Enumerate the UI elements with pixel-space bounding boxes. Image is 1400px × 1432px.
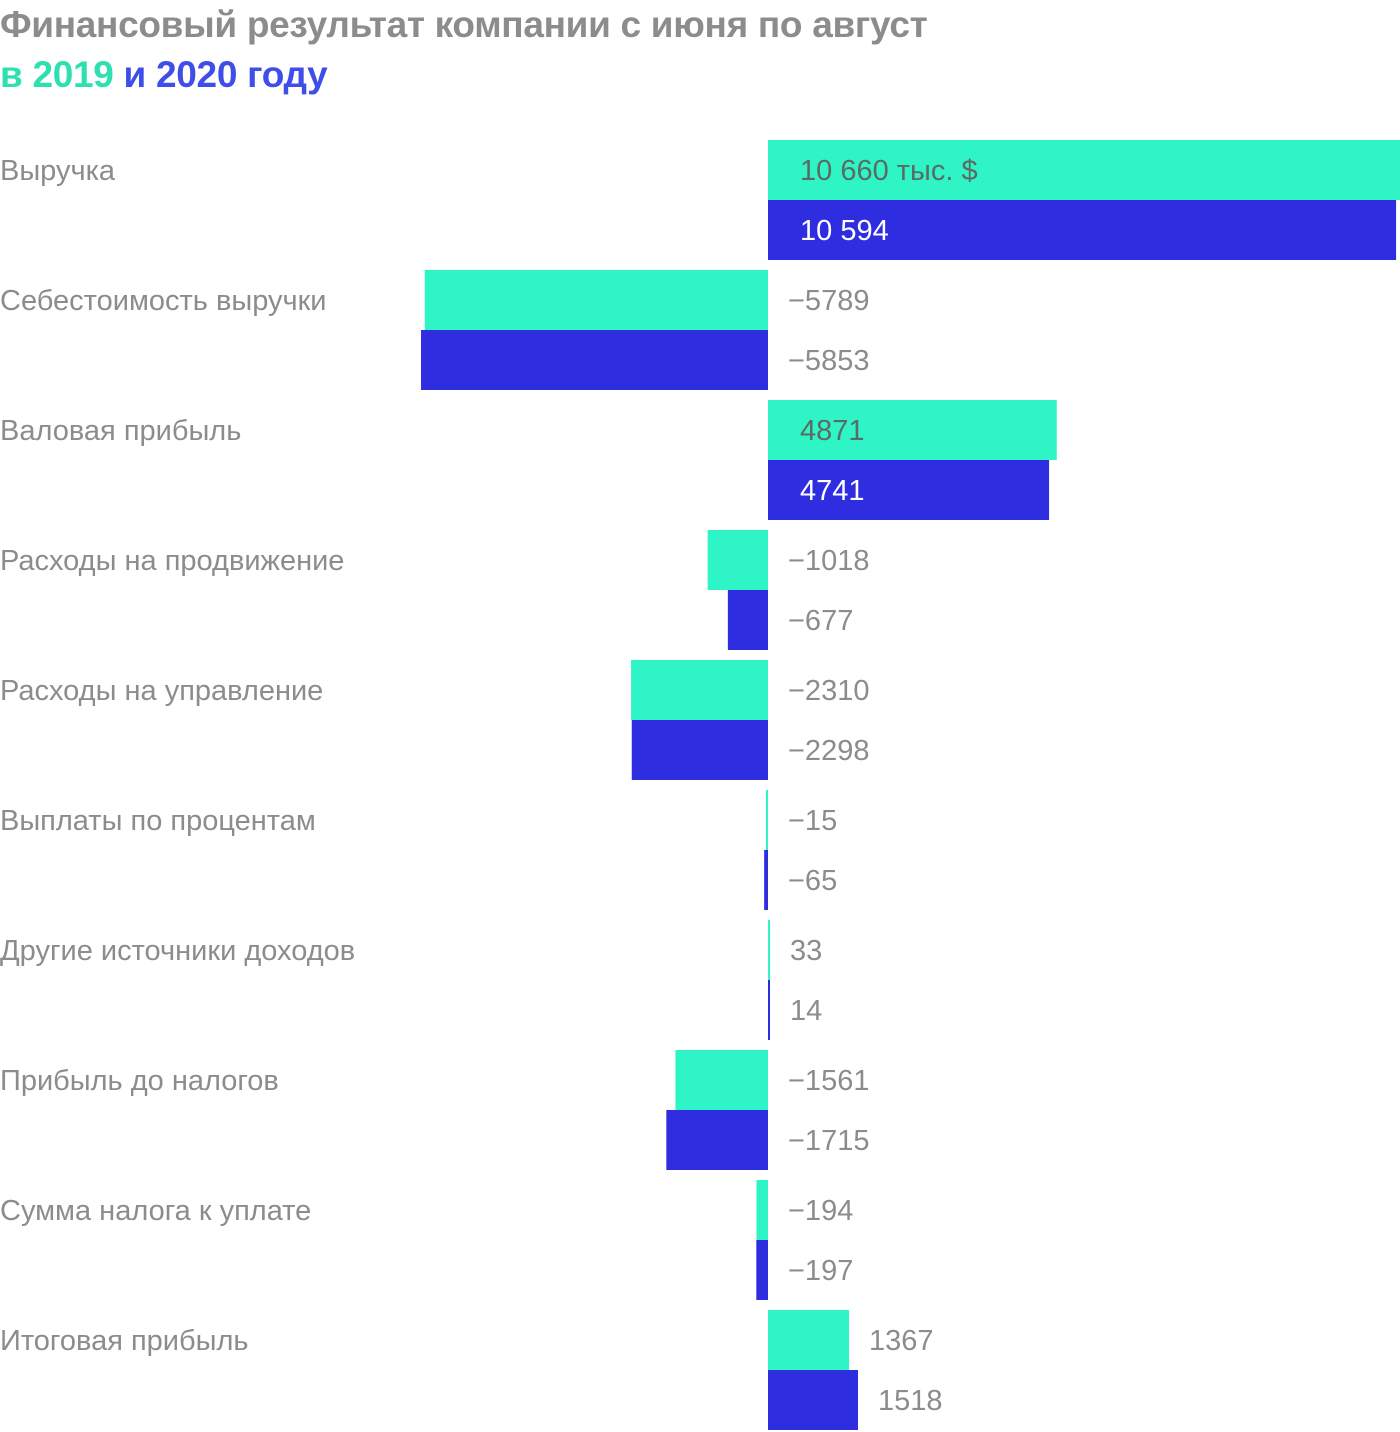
- bar-2019: [756, 1180, 768, 1240]
- category-label: Выручка: [0, 155, 116, 187]
- chart-title: Финансовый результат компании с июня по …: [0, 0, 928, 100]
- data-label-2019: −1018: [788, 545, 869, 577]
- data-label-2019: 4871: [800, 415, 865, 447]
- bar-2020: [727, 590, 768, 650]
- chart-title-line2: в 2019 и 2020 году: [0, 50, 927, 100]
- category-label: Итоговая прибыль: [0, 1325, 248, 1357]
- category-label: Расходы на продвижение: [0, 545, 344, 577]
- data-label-2019: −5789: [788, 285, 869, 317]
- data-label-2019: 1367: [869, 1325, 934, 1357]
- bar-2020: [764, 850, 768, 910]
- data-label-2019: −15: [788, 805, 837, 837]
- data-label-2019: 33: [790, 935, 822, 967]
- category-label: Сумма налога к уплате: [0, 1195, 311, 1227]
- bar-2020: [666, 1110, 768, 1170]
- data-label-2020: −2298: [788, 735, 869, 767]
- bar-2019: [707, 530, 768, 590]
- title-prefix: в: [0, 54, 23, 95]
- data-label-2020: −197: [788, 1255, 853, 1287]
- bar-2019: [675, 1050, 768, 1110]
- bar-2020: [756, 1240, 768, 1300]
- bar-2020: [631, 720, 768, 780]
- chart-title-line1: Финансовый результат компании с июня по …: [0, 4, 928, 45]
- bar-2020: [768, 980, 770, 1040]
- data-label-2020: −1715: [788, 1125, 869, 1157]
- bar-2020: [420, 330, 768, 390]
- category-label: Валовая прибыль: [0, 415, 241, 447]
- title-joiner: и: [123, 54, 147, 95]
- category-label: Расходы на управление: [0, 675, 323, 707]
- bar-2019: [768, 920, 770, 980]
- bar-2019: [768, 400, 1057, 460]
- bar-2019: [631, 660, 768, 720]
- data-label-2020: 14: [790, 995, 822, 1027]
- data-label-2020: −65: [788, 865, 837, 897]
- category-label: Выплаты по процентам: [0, 805, 316, 837]
- legend-2019: 2019: [32, 54, 114, 95]
- bar-2019: [424, 270, 768, 330]
- legend-2020: 2020: [155, 54, 238, 95]
- bar-2020: [768, 1370, 858, 1430]
- bar-2019: [768, 140, 1400, 200]
- bar-2020: [768, 460, 1050, 520]
- bar-2020: [768, 200, 1397, 260]
- data-label-2019: 10 660 тыс. $: [800, 155, 978, 187]
- category-label: Прибыль до налогов: [0, 1065, 279, 1097]
- data-label-2020: 1518: [878, 1385, 943, 1417]
- data-label-2020: 4741: [800, 475, 865, 507]
- data-label-2019: −194: [788, 1195, 853, 1227]
- data-label-2020: −5853: [788, 345, 869, 377]
- category-label: Себестоимость выручки: [0, 285, 327, 317]
- title-suffix: году: [247, 54, 328, 95]
- bar-2019: [768, 1310, 850, 1370]
- category-label: Другие источники доходов: [0, 935, 355, 967]
- data-label-2019: −1561: [788, 1065, 869, 1097]
- bar-2019: [766, 790, 768, 850]
- data-label-2020: −677: [788, 605, 853, 637]
- data-label-2019: −2310: [788, 675, 869, 707]
- data-label-2020: 10 594: [800, 215, 889, 247]
